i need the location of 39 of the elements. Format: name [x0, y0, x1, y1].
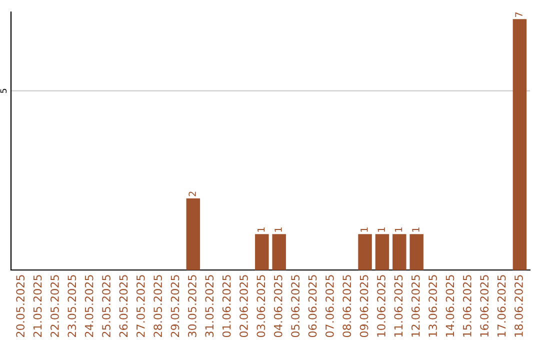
- x-tick-label: 05.06.2025: [291, 275, 300, 338]
- data-label: 7: [515, 12, 522, 17]
- data-label: 1: [258, 227, 265, 232]
- x-tick-label: 03.06.2025: [256, 275, 266, 338]
- x-tick-label: 22.05.2025: [50, 275, 59, 337]
- x-tick-label: 04.06.2025: [274, 275, 282, 338]
- data-label: 1: [378, 227, 385, 232]
- x-tick-label: 12.06.2025: [411, 275, 420, 337]
- y-tick-label: 5: [0, 88, 7, 93]
- x-tick-label: 18.06.2025: [514, 275, 523, 337]
- x-tick-label: 14.06.2025: [446, 275, 454, 337]
- x-tick-label: 28.05.2025: [154, 275, 162, 337]
- x-tick-label: 06.06.2025: [308, 275, 317, 338]
- x-tick-label: 10.06.2025: [377, 275, 386, 337]
- data-label: 1: [394, 227, 402, 232]
- x-tick-label: 09.06.2025: [360, 275, 368, 338]
- x-tick-label: 23.05.2025: [68, 275, 76, 337]
- x-tick-label: 07.06.2025: [325, 275, 334, 338]
- x-tick-label: 25.05.2025: [102, 275, 110, 337]
- x-tick-label: 17.06.2025: [497, 275, 506, 337]
- data-label: 1: [360, 227, 368, 232]
- x-tick-label: 16.06.2025: [480, 275, 489, 337]
- x-tick-label: 29.05.2025: [170, 275, 180, 337]
- x-tick-label: 31.05.2025: [205, 275, 214, 337]
- x-tick-label: 21.05.2025: [33, 275, 42, 337]
- data-label: 1: [412, 227, 420, 232]
- x-tick-label: 13.06.2025: [428, 275, 437, 337]
- x-tick-label: 11.06.2025: [394, 275, 403, 337]
- data-label: 1: [274, 227, 282, 232]
- x-tick-label: 26.05.2025: [119, 275, 128, 337]
- x-tick-label: 27.05.2025: [136, 275, 145, 337]
- x-tick-label: 08.06.2025: [342, 275, 352, 338]
- x-tick-label: 02.06.2025: [240, 275, 248, 338]
- x-tick-label: 15.06.2025: [462, 275, 472, 337]
- x-tick-label: 30.05.2025: [188, 275, 196, 337]
- data-label: 2: [188, 192, 196, 196]
- x-tick-label: 20.05.2025: [16, 275, 25, 337]
- x-tick-label: 01.06.2025: [222, 275, 231, 338]
- x-tick-label: 24.05.2025: [84, 275, 94, 337]
